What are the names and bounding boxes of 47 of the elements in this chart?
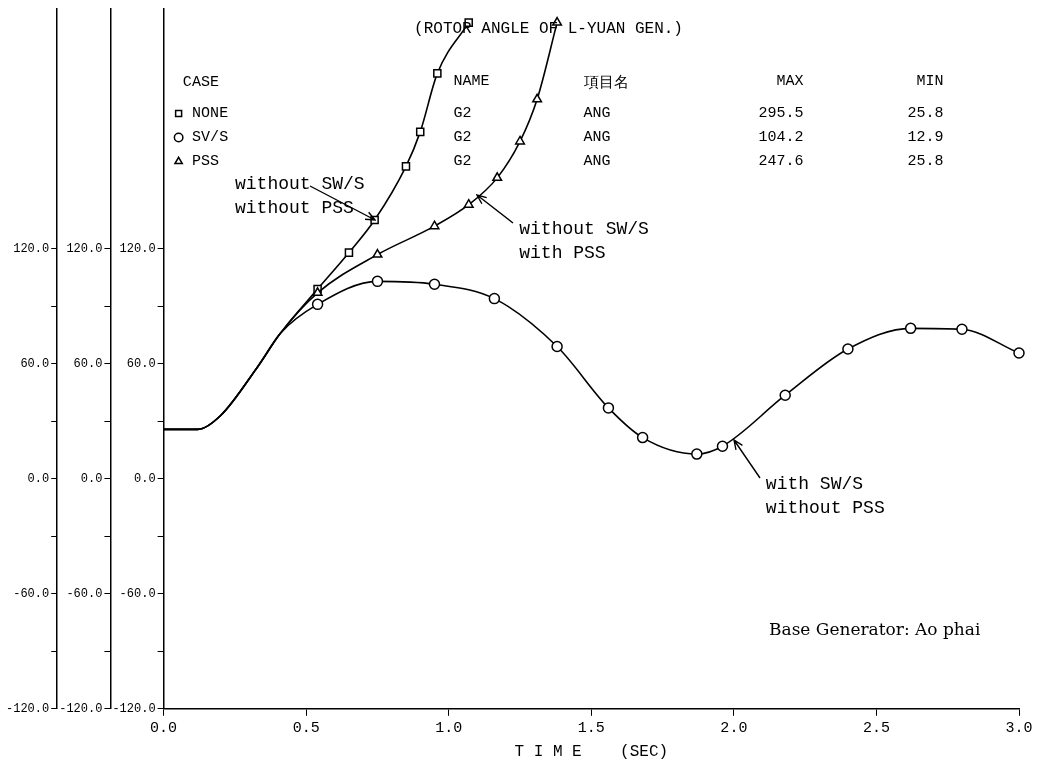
x-tick-label: 2.0 [720, 719, 748, 737]
annotation: MIN [916, 73, 944, 90]
annotation: 25.8 [907, 152, 944, 170]
y3-tick-label: 0.0 [80, 471, 103, 486]
annotation: ANG [583, 104, 611, 122]
annotation: 295.5 [758, 104, 804, 122]
annotation: without SW/S with PSS [519, 218, 649, 266]
annotation: G2 [453, 128, 472, 146]
legend-label: SV/S [192, 129, 229, 147]
y-tick-label: 0.0 [134, 471, 156, 486]
y-tick-label: 60.0 [126, 356, 156, 371]
legend-label: PSS [192, 153, 220, 171]
y3-tick-label: -120.0 [59, 701, 103, 716]
y-tick-label: -60.0 [119, 586, 156, 601]
y-tick-label: -120.0 [112, 701, 156, 716]
annotation: 104.2 [758, 128, 804, 146]
x-tick-label: 2.5 [862, 719, 890, 737]
x-tick-label: 1.5 [577, 719, 605, 737]
x-axis-title: T I M E (SEC) [514, 742, 669, 761]
annotation: MAX [776, 73, 804, 90]
x-tick-label: 0.5 [292, 719, 320, 737]
y2-tick-label: 0.0 [27, 471, 50, 486]
y3-tick-label: 60.0 [73, 356, 103, 371]
annotation: ANG [583, 152, 611, 170]
x-tick-label: 3.0 [1005, 719, 1033, 737]
y2-tick-label: 120.0 [13, 241, 50, 256]
annotation: ANG [583, 128, 611, 146]
annotation: with SW/S without PSS [765, 473, 885, 521]
legend-title: CASE [182, 74, 219, 92]
y3-tick-label: -60.0 [66, 586, 103, 601]
annotation: NAME [453, 73, 490, 90]
y2-tick-label: -120.0 [5, 701, 50, 716]
x-tick-label: 0.0 [150, 719, 178, 737]
legend-label: NONE [192, 105, 229, 123]
annotation: 247.6 [758, 152, 804, 170]
annotation: Base Generator: Ao phai [769, 618, 981, 639]
y2-tick-label: -60.0 [13, 586, 50, 601]
annotation: G2 [453, 104, 472, 122]
x-tick-label: 1.0 [435, 719, 463, 737]
annotation: 25.8 [907, 104, 944, 122]
annotation: without SW/S without PSS [234, 173, 365, 221]
y2-tick-label: 60.0 [20, 356, 50, 371]
annotation: 12.9 [907, 128, 944, 146]
annotation: 項目名 [583, 74, 629, 92]
y3-tick-label: 120.0 [66, 241, 103, 256]
y-tick-label: 120.0 [119, 241, 156, 256]
annotation: G2 [453, 152, 472, 170]
